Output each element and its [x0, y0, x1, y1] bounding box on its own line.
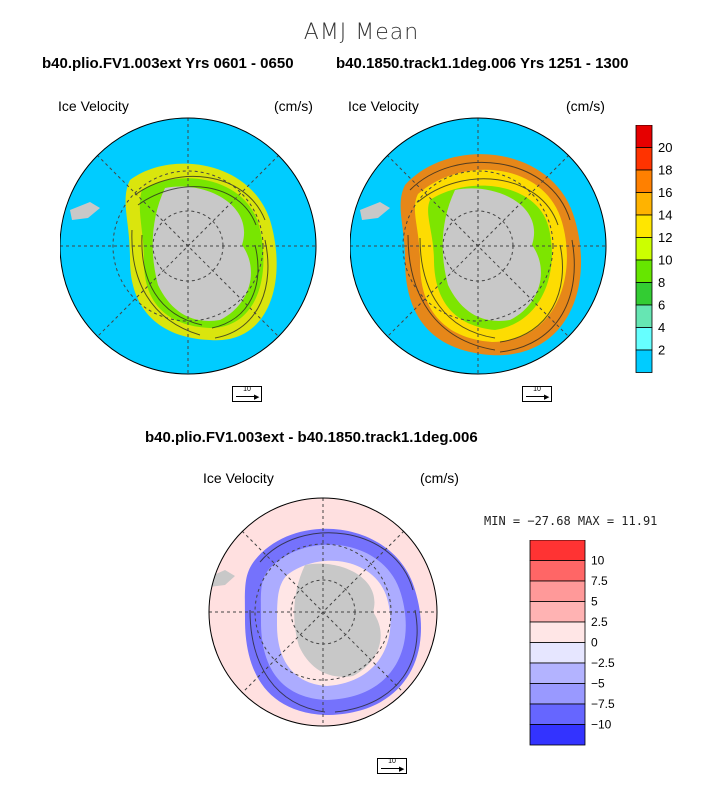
diff-polar-map — [208, 497, 438, 727]
right-panel-subtitle: b40.1850.track1.1deg.006 Yrs 1251 - 1300 — [336, 55, 629, 72]
right-variable-label: Ice Velocity — [348, 98, 419, 114]
right-reference-vector-label: 10 — [533, 386, 541, 393]
reference-arrow-icon — [236, 396, 256, 397]
diff-colorbar-swatch-2 — [529, 580, 586, 602]
diff-colorbar-swatch-8 — [529, 703, 586, 725]
diff-reference-vector: 10 ▶ — [377, 758, 407, 774]
diff-colorbar-tick-label: −2.5 — [591, 656, 615, 670]
top-colorbar: 20 18 16 14 12 10 8 6 4 2 — [635, 125, 672, 373]
diff-colorbar-tick-label: 10 — [591, 554, 605, 568]
streamlines — [131, 176, 269, 339]
diff-panel-subtitle: b40.plio.FV1.003ext - b40.1850.track1.1d… — [145, 429, 478, 446]
south-america-tip — [209, 570, 235, 587]
left-variable-label: Ice Velocity — [58, 98, 129, 114]
right-reference-vector: 10 ▶ — [522, 386, 552, 402]
diff-colorbar-swatch-1 — [529, 560, 586, 582]
left-polar-map — [60, 117, 317, 375]
diff-colorbar-swatch-6 — [529, 662, 586, 684]
reference-arrow-icon — [526, 396, 546, 397]
top-colorbar-tick-label: 2 — [658, 343, 665, 358]
diff-colorbar-tick-label: −10 — [591, 718, 612, 732]
diff-colorbar-tick-label: 7.5 — [591, 574, 608, 588]
antarctica-landmass — [152, 186, 251, 321]
diff-colorbar-tick-label: 0 — [591, 636, 598, 650]
diff-colorbar-tick-label: −5 — [591, 677, 605, 691]
top-colorbar-tick-label: 4 — [658, 320, 665, 335]
top-colorbar-tick-label: 20 — [658, 140, 672, 155]
top-colorbar-swatch-8 — [635, 304, 653, 328]
left-reference-vector: 10 ▶ — [232, 386, 262, 402]
top-colorbar-tick-label: 16 — [658, 185, 672, 200]
map-border — [60, 117, 317, 375]
top-colorbar-tick-label: 10 — [658, 253, 672, 268]
diff-colorbar-swatch-0 — [529, 540, 586, 561]
top-colorbar-swatch-6 — [635, 259, 653, 283]
antarctica-landmass — [294, 563, 381, 677]
reference-arrow-icon — [381, 768, 401, 769]
left-units-label: (cm/s) — [274, 98, 313, 114]
streamlines — [407, 162, 575, 353]
diff-colorbar-tick-label: 5 — [591, 595, 598, 609]
figure-title: AMJ Mean — [303, 20, 420, 45]
diff-colorbar-swatch-7 — [529, 683, 586, 705]
diff-colorbar-swatch-9 — [529, 724, 586, 746]
diff-colorbar-swatch-4 — [529, 621, 586, 643]
top-colorbar-tick-label: 6 — [658, 298, 665, 313]
top-colorbar-swatch-0 — [635, 125, 653, 148]
top-colorbar-tick-label: 18 — [658, 163, 672, 178]
diff-colorbar-swatch-5 — [529, 642, 586, 664]
graticule — [209, 498, 437, 726]
diff-colorbar-swatch-3 — [529, 601, 586, 623]
diff-minmax-text: MIN = −27.68 MAX = 11.91 — [484, 514, 658, 528]
top-colorbar-swatch-2 — [635, 169, 653, 193]
top-colorbar-tick-label: 12 — [658, 230, 672, 245]
top-colorbar-swatch-10 — [635, 349, 653, 373]
top-colorbar-swatch-5 — [635, 237, 653, 261]
diff-colorbar-tick-label: 2.5 — [591, 615, 608, 629]
diff-variable-label: Ice Velocity — [203, 470, 274, 486]
top-colorbar-tick-label: 8 — [658, 275, 665, 290]
left-panel-subtitle: b40.plio.FV1.003ext Yrs 0601 - 0650 — [42, 55, 294, 72]
south-america-tip — [70, 202, 100, 220]
antarctica-landmass — [442, 188, 541, 321]
right-polar-map — [350, 117, 607, 375]
streamlines — [249, 532, 418, 713]
diff-units-label: (cm/s) — [420, 470, 459, 486]
top-colorbar-swatch-1 — [635, 147, 653, 171]
top-colorbar-tick-label: 14 — [658, 208, 672, 223]
diff-reference-vector-label: 10 — [388, 758, 396, 765]
graticule — [60, 118, 316, 374]
right-units-label: (cm/s) — [566, 98, 605, 114]
diff-colorbar-tick-label: −7.5 — [591, 697, 615, 711]
top-colorbar-swatch-9 — [635, 327, 653, 351]
top-colorbar-swatch-7 — [635, 282, 653, 306]
top-colorbar-swatch-3 — [635, 192, 653, 216]
map-border — [208, 497, 438, 727]
graticule — [350, 118, 606, 374]
left-reference-vector-label: 10 — [243, 386, 251, 393]
map-border — [350, 117, 607, 375]
top-colorbar-swatch-4 — [635, 214, 653, 238]
south-america-tip — [360, 202, 390, 220]
diff-colorbar: 10 7.5 5 2.5 0 −2.5 −5 −7.5 −10 — [529, 540, 615, 746]
